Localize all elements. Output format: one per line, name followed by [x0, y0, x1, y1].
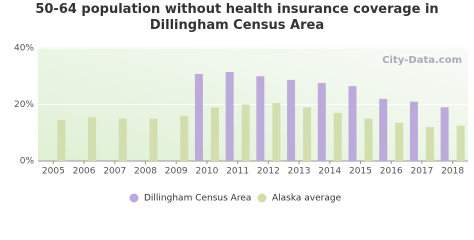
bar: [409, 101, 418, 161]
x-tick-label: 2011: [226, 167, 249, 177]
bar: [256, 76, 265, 161]
bar: [440, 107, 449, 161]
legend-swatch: [257, 193, 267, 203]
y-tick-label: 20%: [14, 100, 34, 110]
x-tick-label: 2018: [441, 167, 464, 177]
legend-label: Alaska average: [272, 194, 342, 204]
x-tick-label: 2013: [288, 167, 311, 177]
bar: [57, 120, 66, 161]
chart: City-Data.com 0% 20% 40% 2005 2006 2007 2008 20…: [14, 2, 468, 204]
x-tick-label: 2005: [42, 167, 65, 177]
bar: [287, 79, 296, 161]
bar: [348, 86, 357, 161]
y-tick-label: 0%: [20, 157, 35, 167]
x-tick-label: 2012: [257, 167, 280, 177]
y-tick-label: 40%: [14, 44, 34, 54]
x-tick-label: 2009: [165, 167, 188, 177]
x-tick-label: 2007: [103, 167, 126, 177]
legend-swatch: [129, 193, 139, 203]
bar: [272, 103, 281, 161]
x-tick-label: 2014: [318, 167, 341, 177]
x-tick-label: 2016: [380, 167, 403, 177]
bar: [425, 127, 434, 161]
legend-label: Dillingham Census Area: [144, 194, 251, 204]
bar: [210, 107, 219, 161]
bar: [88, 117, 97, 161]
x-tick-label: 2015: [349, 167, 372, 177]
bar: [456, 125, 465, 161]
bar: [303, 107, 312, 161]
watermark: City-Data.com: [382, 55, 462, 66]
x-tick-label: 2010: [195, 167, 218, 177]
bar: [225, 72, 234, 161]
bar: [180, 115, 189, 161]
x-tick-label: 2008: [134, 167, 157, 177]
bar: [395, 122, 404, 161]
bar: [194, 73, 203, 161]
bar: [241, 104, 250, 161]
bar: [149, 118, 158, 161]
x-tick-label: 2017: [410, 167, 433, 177]
x-tick-label: 2006: [73, 167, 96, 177]
chart-title: 50-64 population without health insuranc…: [35, 2, 439, 33]
chart-svg: City-Data.com 0% 20% 40% 2005 2006 2007 2008 20…: [14, 44, 468, 204]
bar: [317, 83, 326, 161]
bar: [333, 112, 342, 161]
bar: [118, 118, 127, 161]
bar: [364, 118, 373, 161]
bar: [379, 98, 388, 161]
